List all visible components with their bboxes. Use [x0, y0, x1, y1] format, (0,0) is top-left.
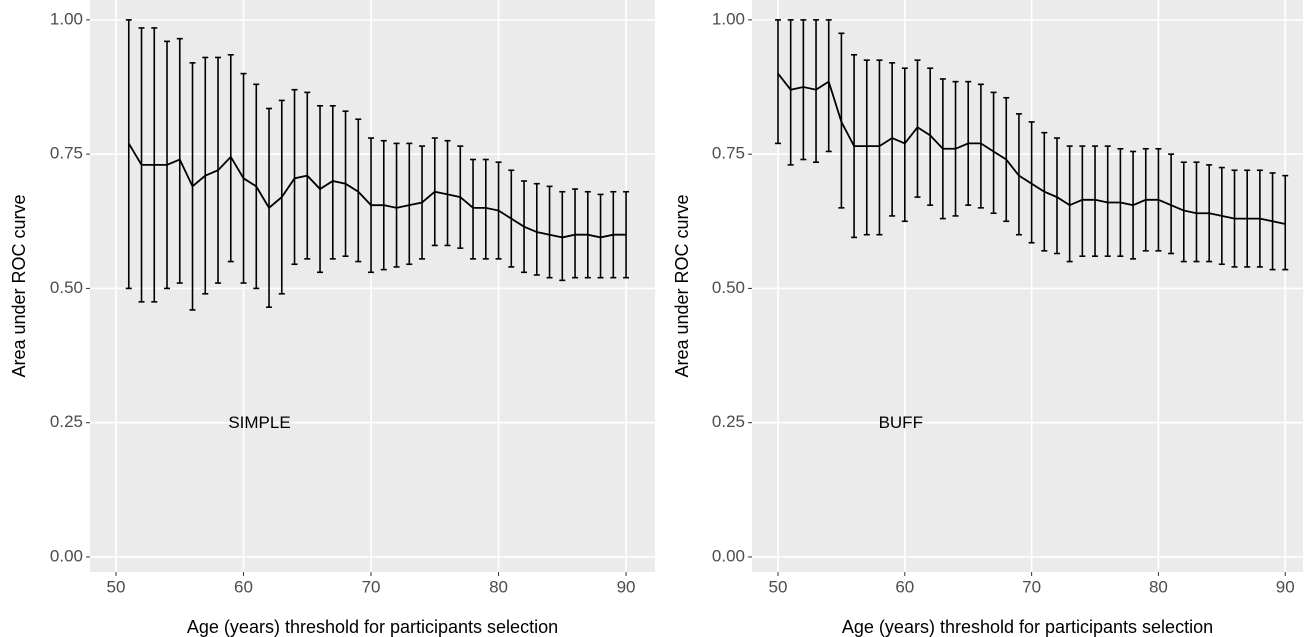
error-bar — [863, 59, 870, 236]
y-tick-label: 0.50 — [50, 278, 83, 297]
error-bar — [533, 182, 540, 276]
error-bar — [1180, 161, 1187, 263]
error-bar — [125, 19, 132, 290]
plot-background — [90, 0, 655, 572]
error-bar — [990, 91, 997, 215]
x-tick-label: 60 — [895, 577, 914, 596]
error-bar — [1079, 145, 1086, 257]
error-bar — [977, 83, 984, 209]
y-tick-label: 0.00 — [50, 546, 83, 565]
x-tick-label: 80 — [489, 577, 508, 596]
error-bar — [889, 62, 896, 217]
y-tick-label: 0.50 — [712, 278, 745, 297]
x-tick-label: 90 — [1276, 577, 1295, 596]
error-bar — [444, 139, 451, 247]
plot-background — [752, 0, 1303, 572]
annotation: SIMPLE — [228, 413, 290, 432]
mean-line — [777, 73, 1286, 225]
error-bar — [1028, 121, 1035, 244]
x-tick-label: 70 — [1022, 577, 1041, 596]
error-bar — [876, 59, 883, 236]
error-bar — [406, 142, 413, 266]
y-tick-label: 1.00 — [50, 9, 83, 28]
error-bar — [291, 88, 298, 266]
error-bar — [825, 19, 832, 153]
y-axis-title: Area under ROC curve — [9, 194, 29, 377]
mean-line — [127, 142, 627, 239]
error-bar — [393, 142, 400, 268]
error-bar — [329, 105, 336, 260]
y-tick-label: 1.00 — [712, 9, 745, 28]
error-bar — [355, 118, 362, 263]
error-bar — [1168, 153, 1175, 255]
x-tick-label: 50 — [107, 577, 126, 596]
y-tick-label: 0.75 — [712, 144, 745, 163]
error-bar — [572, 188, 579, 279]
error-bar — [559, 190, 566, 282]
x-tick-label: 90 — [617, 577, 636, 596]
y-tick-label: 0.00 — [712, 546, 745, 565]
x-tick-label: 80 — [1149, 577, 1168, 596]
x-tick-label: 70 — [362, 577, 381, 596]
y-tick-label: 0.25 — [712, 412, 745, 431]
error-bar — [1282, 174, 1289, 271]
error-bar — [774, 19, 781, 145]
error-bar — [800, 19, 807, 161]
y-tick-label: 0.25 — [50, 412, 83, 431]
error-bar — [597, 193, 604, 279]
error-bar — [1104, 145, 1111, 257]
error-bar — [1092, 145, 1099, 257]
x-axis-title: Age (years) threshold for participants s… — [187, 617, 558, 637]
error-bar — [546, 185, 553, 279]
annotation: BUFF — [879, 413, 923, 432]
error-bar — [482, 158, 489, 260]
y-axis-title: Area under ROC curve — [672, 194, 692, 377]
error-bar — [1066, 145, 1073, 263]
error-bar — [470, 158, 477, 260]
error-bar — [787, 19, 794, 166]
error-bar — [1193, 161, 1200, 263]
error-bar — [927, 67, 934, 206]
error-bar — [901, 67, 908, 223]
y-tick-label: 0.75 — [50, 144, 83, 163]
x-tick-label: 60 — [234, 577, 253, 596]
error-bar — [1053, 137, 1060, 255]
x-axis-title: Age (years) threshold for participants s… — [842, 617, 1213, 637]
error-bar — [813, 19, 820, 164]
x-tick-label: 50 — [769, 577, 788, 596]
